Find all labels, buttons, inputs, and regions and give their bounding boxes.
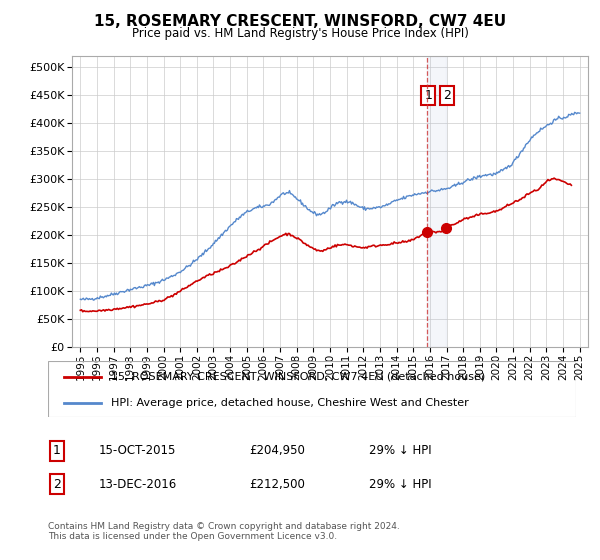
Text: Contains HM Land Registry data © Crown copyright and database right 2024.
This d: Contains HM Land Registry data © Crown c… [48,522,400,542]
Text: 29% ↓ HPI: 29% ↓ HPI [369,478,431,491]
Text: 15, ROSEMARY CRESCENT, WINSFORD, CW7 4EU: 15, ROSEMARY CRESCENT, WINSFORD, CW7 4EU [94,14,506,29]
Text: 1: 1 [424,88,432,102]
Text: 15, ROSEMARY CRESCENT, WINSFORD, CW7 4EU (detached house): 15, ROSEMARY CRESCENT, WINSFORD, CW7 4EU… [112,372,485,382]
Text: Price paid vs. HM Land Registry's House Price Index (HPI): Price paid vs. HM Land Registry's House … [131,27,469,40]
Text: 15-OCT-2015: 15-OCT-2015 [99,444,176,458]
Bar [427,56,446,347]
Text: 1: 1 [53,444,61,458]
Text: HPI: Average price, detached house, Cheshire West and Chester: HPI: Average price, detached house, Ches… [112,398,469,408]
Text: £204,950: £204,950 [249,444,305,458]
Text: 2: 2 [53,478,61,491]
Text: £212,500: £212,500 [249,478,305,491]
Text: 13-DEC-2016: 13-DEC-2016 [99,478,177,491]
Text: 2: 2 [443,88,451,102]
Text: 29% ↓ HPI: 29% ↓ HPI [369,444,431,458]
